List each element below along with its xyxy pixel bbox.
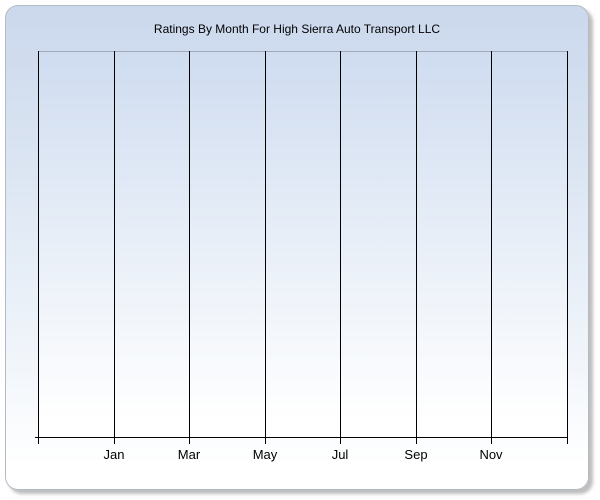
x-gridline: [340, 51, 341, 437]
x-axis-tick: [567, 438, 568, 444]
x-axis-label: Nov: [479, 447, 503, 462]
x-axis-label: Sep: [404, 447, 428, 462]
y-axis-line: [38, 51, 39, 437]
x-axis-label: Jan: [103, 447, 125, 462]
x-axis-tick: [189, 438, 190, 444]
plot-area: [35, 51, 568, 444]
x-axis-tick: [416, 438, 417, 444]
x-axis-label: Jul: [331, 447, 349, 462]
x-gridline: [189, 51, 190, 437]
x-gridline: [491, 51, 492, 437]
plot-right-border: [567, 51, 568, 437]
x-axis-tick: [265, 438, 266, 444]
x-gridline: [265, 51, 266, 437]
x-axis-label: May: [252, 447, 278, 462]
x-axis-label: Mar: [177, 447, 201, 462]
x-gridline: [416, 51, 417, 437]
x-axis-tick: [114, 438, 115, 444]
x-axis-labels: Jan Mar May Jul Sep Nov: [38, 447, 568, 465]
x-axis-tick: [340, 438, 341, 444]
x-axis-tick: [491, 438, 492, 444]
chart-panel: Ratings By Month For High Sierra Auto Tr…: [5, 5, 589, 490]
chart-title: Ratings By Month For High Sierra Auto Tr…: [153, 22, 441, 36]
x-axis-origin-overhang: [35, 437, 39, 438]
x-axis-tick: [38, 438, 39, 444]
x-gridline: [114, 51, 115, 437]
